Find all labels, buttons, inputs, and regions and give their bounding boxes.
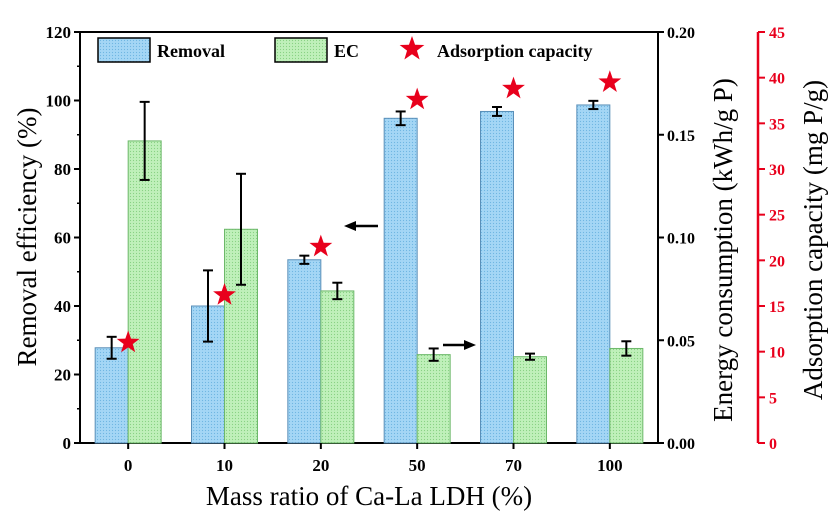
x-tick-label: 50: [409, 456, 426, 475]
legend-swatch-ec: [274, 37, 328, 63]
y-left-tick-label: 20: [54, 366, 71, 385]
y-right2-tick-label: 35: [769, 116, 785, 133]
x-axis: 0 10 20 50 70 100: [124, 443, 623, 475]
bar-ec: [127, 140, 162, 444]
adsorption-star-point: [309, 234, 333, 257]
y-right1-tick-label: 0.15: [667, 128, 695, 145]
adsorption-stars: [116, 70, 622, 353]
legend-label-adsorption: Adsorption capacity: [437, 41, 593, 61]
x-tick-label: 0: [124, 456, 133, 475]
bar-removal: [287, 259, 322, 444]
y-right2-tick-label: 25: [769, 208, 785, 225]
y-left-tick-label: 0: [63, 434, 72, 453]
adsorption-star-point: [213, 283, 236, 305]
legend-star-icon: [399, 36, 425, 60]
bar-removal: [383, 117, 418, 444]
y-right2-tick-label: 5: [769, 390, 777, 407]
x-axis-title: Mass ratio of Ca-La LDH (%): [206, 481, 532, 511]
adsorption-star-point: [502, 76, 525, 99]
legend-swatch-removal: [97, 37, 151, 63]
y-right2-tick-label: 10: [769, 345, 785, 362]
left-arrow-icon: [344, 221, 378, 231]
left-axis: 0 20 40 60 80 100 120: [46, 23, 80, 453]
bar-removal: [576, 104, 611, 444]
error-bars: [106, 99, 632, 362]
y-right1-axis-title: Energy consumption (kWh/g P): [708, 78, 738, 422]
x-tick-label: 20: [312, 456, 329, 475]
y-right1-tick-label: 0.20: [667, 25, 695, 42]
y-right1-tick-label: 0.00: [667, 436, 695, 453]
legend-label-removal: Removal: [157, 41, 225, 61]
y-left-tick-label: 80: [54, 160, 71, 179]
bar-removal: [480, 110, 514, 444]
right-arrow-icon: [443, 340, 476, 350]
y-left-tick-label: 100: [46, 92, 72, 111]
y-left-axis-title: Removal efficiency (%): [12, 108, 42, 367]
plot-area-border: [79, 31, 659, 444]
x-tick-label: 100: [597, 456, 623, 475]
y-right2-tick-label: 0: [769, 436, 777, 453]
bar-ec: [320, 290, 355, 444]
y-left-tick-label: 60: [54, 229, 71, 248]
y-right2-axis-title: Adsorption capacity (mg P/g): [798, 80, 828, 400]
y-right2-tick-label: 30: [769, 162, 785, 179]
adsorption-star-point: [116, 330, 140, 353]
ec-bars: [127, 140, 644, 444]
adsorption-star-point: [598, 70, 622, 92]
bar-ec: [416, 354, 451, 444]
y-right2-tick-label: 15: [769, 299, 785, 316]
annotation-arrows: [344, 221, 476, 350]
y-right2-tick-label: 45: [769, 25, 785, 42]
energy-axis: 0.00 0.05 0.10 0.15 0.20: [658, 25, 695, 453]
y-left-tick-label: 40: [54, 297, 71, 316]
bar-removal: [94, 347, 129, 444]
bar-ec: [513, 356, 547, 444]
adsorption-star-point: [405, 87, 429, 110]
legend-label-ec: EC: [334, 41, 359, 61]
y-right2-tick-label: 40: [769, 71, 785, 88]
y-right1-tick-label: 0.05: [667, 333, 695, 350]
plot-frame: [79, 31, 659, 444]
y-right2-tick-label: 20: [769, 253, 785, 270]
x-tick-label: 10: [216, 456, 233, 475]
y-right1-tick-label: 0.10: [667, 231, 695, 248]
legend: Removal EC Adsorption capacity: [97, 36, 593, 63]
x-tick-label: 70: [505, 456, 522, 475]
adsorption-axis: 0 5 10 15 20 25 30 35 40 45: [756, 25, 785, 453]
bar-ec: [609, 347, 644, 444]
y-left-tick-label: 120: [46, 23, 72, 42]
